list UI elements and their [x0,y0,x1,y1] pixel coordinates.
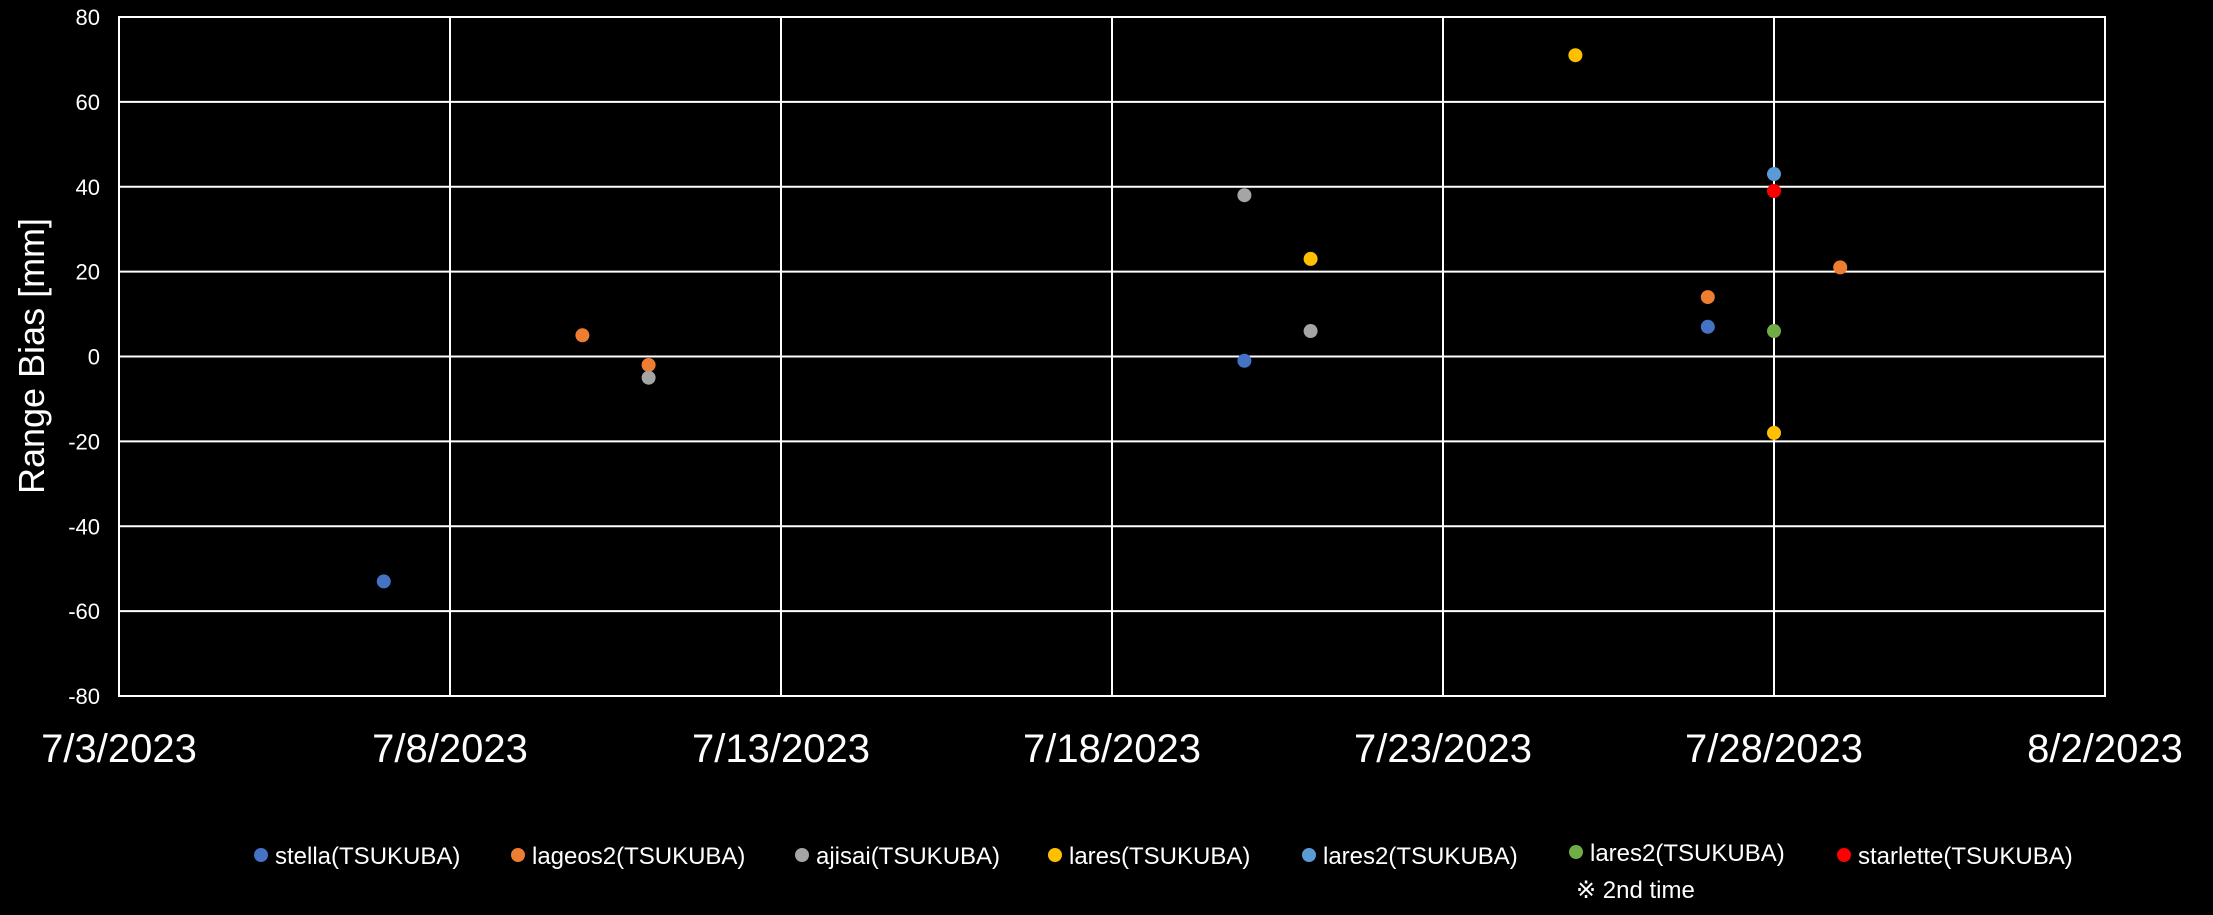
data-point [1303,324,1318,339]
y-axis-label: Range Bias [mm] [11,218,52,494]
y-tick-label: -80 [68,684,100,709]
x-axis-ticks: 7/3/2023 7/8/2023 7/13/2023 7/18/2023 7/23/2… [41,727,2183,771]
legend-marker [254,848,268,862]
legend-marker [1048,848,1062,862]
data-point [376,574,391,589]
legend-marker [1302,848,1316,862]
y-tick-label: 40 [76,175,100,200]
legend-marker [1837,848,1851,862]
data-point [1568,48,1583,63]
y-axis-ticks: 80 60 40 20 0 -20 -40 -60 -80 [68,5,100,709]
grid-layer [118,16,2106,697]
x-tick-label: 8/2/2023 [2027,727,2183,771]
x-tick-label: 7/23/2023 [1354,727,1532,771]
legend-marker [511,848,525,862]
y-tick-label: -40 [68,514,100,539]
data-points [376,48,1848,589]
legend-label: lares(TSUKUBA) [1069,843,1250,870]
x-tick-label: 7/3/2023 [41,727,197,771]
data-point [1700,319,1715,334]
data-point [641,357,656,372]
legend-label: starlette(TSUKUBA) [1858,843,2073,870]
data-point [641,370,656,385]
x-tick-label: 7/8/2023 [372,727,528,771]
y-tick-label: 0 [88,345,100,370]
data-point [1833,260,1848,275]
legend-marker [1569,845,1583,859]
data-point [1237,188,1252,203]
y-tick-label: 60 [76,90,100,115]
legend-label: lageos2(TSUKUBA) [532,843,745,870]
legend-note: ※ 2nd time [1576,877,1695,904]
data-point [1303,251,1318,266]
data-point [1767,183,1781,198]
data-point [575,328,590,343]
legend-marker [795,848,809,862]
legend-label: stella(TSUKUBA) [275,843,460,870]
y-tick-label: 80 [76,5,100,30]
data-point [1700,290,1715,305]
legend-label: lares2(TSUKUBA) [1590,840,1785,867]
y-tick-label: 20 [76,260,100,285]
x-tick-label: 7/28/2023 [1685,727,1863,771]
y-tick-label: -60 [68,599,100,624]
data-point [1767,167,1781,182]
data-point [1767,425,1781,440]
data-point [1767,324,1781,339]
y-tick-label: -20 [68,429,100,454]
data-point [1237,353,1252,368]
x-tick-label: 7/13/2023 [692,727,870,771]
x-tick-label: 7/18/2023 [1023,727,1201,771]
legend-label: ajisai(TSUKUBA) [816,843,1000,870]
legend-label: lares2(TSUKUBA) [1323,843,1518,870]
legend: stella(TSUKUBA) lageos2(TSUKUBA) ajisai(TS… [254,840,2073,904]
